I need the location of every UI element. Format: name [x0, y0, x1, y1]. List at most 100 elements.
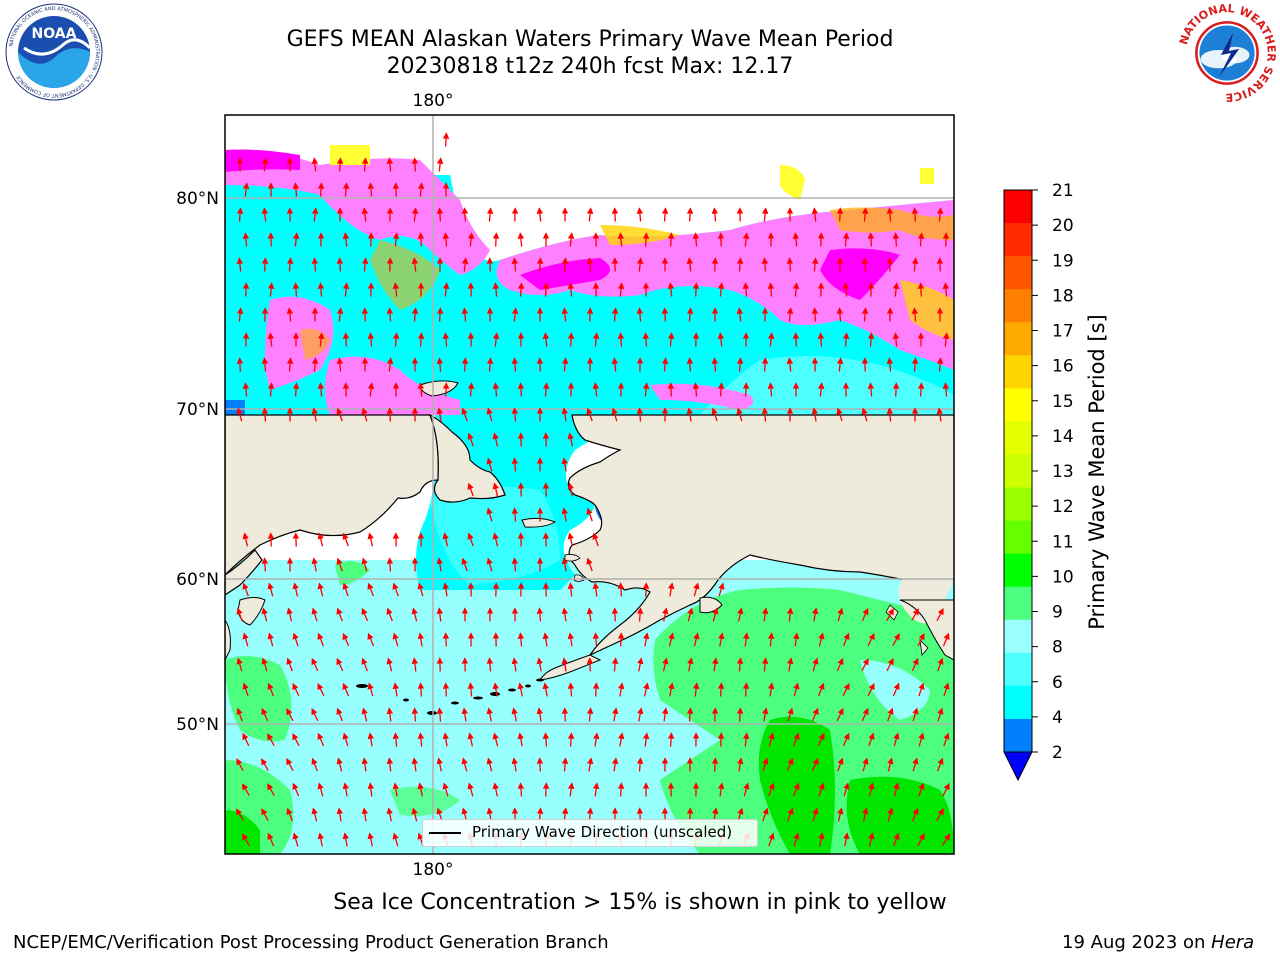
- wave-arrow: [718, 632, 725, 647]
- wave-arrow: [336, 307, 344, 322]
- wave-arrow: [342, 182, 350, 197]
- wave-arrow: [817, 332, 825, 347]
- wave-arrow: [367, 582, 375, 597]
- wave-arrow: [336, 757, 343, 772]
- wave-arrow: [836, 707, 844, 722]
- wave-arrow: [492, 332, 500, 347]
- wave-arrow: [837, 807, 844, 822]
- wave-arrow: [886, 658, 894, 672]
- wave-arrow: [361, 707, 368, 722]
- land-alaska: [567, 414, 954, 657]
- wave-arrow: [486, 657, 494, 672]
- wave-arrow: [861, 707, 869, 722]
- wave-arrow: [668, 582, 675, 597]
- wave-arrow: [292, 582, 299, 597]
- wave-arrow: [867, 332, 875, 347]
- wave-arrow: [942, 783, 950, 797]
- wave-arrow: [586, 307, 594, 322]
- wave-arrow: [467, 482, 474, 497]
- wave-arrow: [711, 407, 718, 422]
- wave-arrow: [867, 633, 875, 647]
- wave-arrow: [267, 382, 275, 397]
- wave-arrow: [692, 382, 700, 397]
- legend-label: Primary Wave Direction (unscaled): [472, 823, 733, 841]
- wave-arrow: [911, 357, 919, 372]
- wave-arrow: [467, 532, 474, 547]
- wave-arrow: [737, 607, 744, 622]
- wave-arrow: [911, 207, 919, 222]
- wave-arrow: [812, 657, 819, 672]
- wave-arrow: [843, 832, 850, 847]
- wave-arrow: [567, 532, 574, 547]
- wave-arrow: [586, 557, 593, 572]
- wave-arrow: [261, 207, 269, 222]
- wave-arrow: [467, 232, 475, 247]
- wave-arrow: [442, 132, 450, 147]
- colorbar-tick-label: 4: [1052, 708, 1063, 728]
- wave-arrow: [436, 557, 443, 572]
- wave-arrow: [242, 182, 250, 197]
- wave-arrow: [267, 832, 275, 847]
- wave-arrow: [361, 607, 369, 622]
- wave-arrow: [636, 207, 644, 222]
- wave-arrow: [868, 782, 875, 797]
- wave-arrow: [918, 732, 925, 747]
- wave-arrow: [911, 657, 919, 672]
- wave-arrow: [392, 682, 400, 697]
- wave-arrow: [861, 207, 869, 222]
- wave-arrow: [917, 833, 925, 847]
- wave-arrow: [567, 682, 575, 697]
- wave-arrow: [511, 307, 519, 322]
- colorbar-segment: [1004, 454, 1032, 489]
- wave-arrow: [736, 257, 744, 272]
- wave-arrow: [392, 732, 400, 747]
- wave-arrow: [811, 707, 819, 722]
- wave-arrow: [761, 207, 769, 222]
- wave-arrow: [292, 682, 300, 697]
- wave-arrow: [286, 307, 294, 322]
- wave-arrow: [236, 758, 244, 772]
- wave-arrow: [817, 382, 825, 397]
- wave-arrow: [818, 832, 825, 847]
- wave-arrow: [936, 207, 944, 222]
- legend-line-swatch: [429, 832, 461, 834]
- wave-arrow: [486, 757, 493, 772]
- wave-arrow: [837, 757, 844, 772]
- wave-arrow: [762, 707, 769, 722]
- wave-arrow: [242, 682, 249, 697]
- wave-arrow: [867, 232, 875, 247]
- wave-arrow: [662, 607, 669, 622]
- wave-arrow: [836, 307, 844, 322]
- footer-credit: NCEP/EMC/Verification Post Processing Pr…: [13, 932, 609, 953]
- wave-arrow: [292, 232, 300, 247]
- wave-arrow: [417, 632, 425, 647]
- wave-arrow: [386, 157, 394, 172]
- wave-arrow: [261, 157, 269, 172]
- title-line-1: GEFS MEAN Alaskan Waters Primary Wave Me…: [286, 27, 894, 52]
- wave-arrow: [762, 807, 769, 822]
- wave-arrow: [236, 207, 244, 222]
- wave-arrow: [511, 407, 519, 422]
- wave-arrow: [261, 758, 269, 771]
- wave-arrow: [286, 357, 294, 372]
- wave-arrow: [792, 232, 800, 247]
- wave-arrow: [486, 407, 493, 422]
- wave-arrow: [787, 807, 794, 822]
- wave-arrow: [236, 407, 243, 422]
- wave-arrow: [637, 707, 644, 722]
- wave-arrow: [367, 632, 375, 647]
- wave-arrow: [592, 732, 600, 747]
- wave-arrow: [842, 683, 850, 697]
- colorbar-title: Primary Wave Mean Period [s]: [1085, 314, 1109, 630]
- chart-title: GEFS MEAN Alaskan Waters Primary Wave Me…: [0, 26, 1180, 80]
- wave-arrow: [342, 782, 349, 797]
- wave-arrow: [242, 532, 249, 547]
- wave-arrow: [486, 707, 493, 722]
- wave-arrow: [767, 282, 775, 297]
- wave-arrow: [411, 157, 419, 172]
- wave-arrow: [436, 357, 444, 372]
- wave-arrow: [261, 707, 269, 722]
- wave-arrow: [711, 357, 719, 372]
- wave-arrow: [792, 282, 800, 297]
- wave-arrow: [711, 257, 719, 272]
